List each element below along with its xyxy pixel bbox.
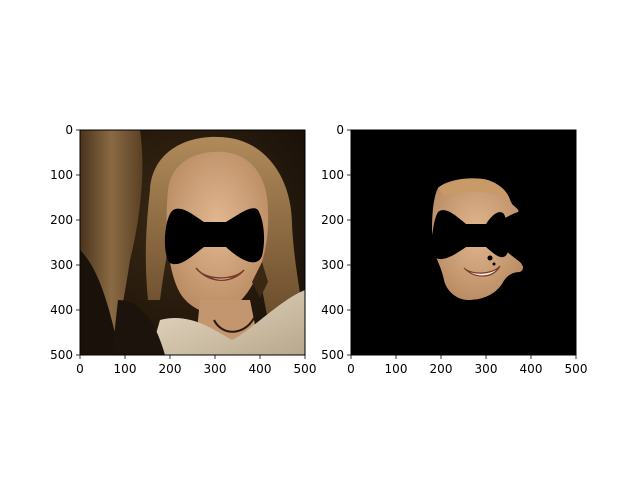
segmented-speck: [487, 255, 493, 261]
right-y-tick-label: 300: [321, 258, 344, 272]
left-x-tick-label: 200: [159, 362, 182, 376]
earring: [252, 262, 268, 298]
segmented-speck: [492, 262, 496, 266]
left-y-tick-label: 400: [50, 303, 73, 317]
segmented-bowtie-mask: [432, 210, 509, 260]
right-y-tick-label: 400: [321, 303, 344, 317]
right-x-tick-label: 200: [430, 362, 453, 376]
smile: [195, 267, 245, 281]
left-x-tick-label: 300: [204, 362, 227, 376]
segmented-smile: [463, 265, 501, 277]
left-x-tick-label: 100: [114, 362, 137, 376]
bowtie-mask: [164, 208, 265, 265]
right-x-tick-label: 0: [347, 362, 355, 376]
woman-shirt: [150, 290, 305, 355]
dark-jacket: [112, 300, 165, 355]
left-y-tick-label: 200: [50, 213, 73, 227]
left-person-dark: [80, 250, 120, 355]
right-y-tick-label: 500: [321, 348, 344, 362]
necklace: [213, 317, 255, 333]
left-x-tick-label: 0: [76, 362, 84, 376]
left-y-tick-label: 300: [50, 258, 73, 272]
segmented-hairline: [438, 178, 510, 200]
right-x-tick-label: 500: [565, 362, 588, 376]
left-x-tick-label: 500: [294, 362, 317, 376]
right-axes-frame: [350, 129, 577, 356]
right-y-tick-label: 100: [321, 168, 344, 182]
left-x-tick-label: 400: [249, 362, 272, 376]
right-y-tick-label: 200: [321, 213, 344, 227]
right-x-tick-label: 100: [385, 362, 408, 376]
segmented-image: [351, 130, 576, 355]
left-y-tick-label: 0: [65, 123, 73, 137]
right-x-tick-label: 400: [520, 362, 543, 376]
left-y-tick-label: 100: [50, 168, 73, 182]
left-axes-frame: [79, 129, 306, 356]
right-y-tick-label: 0: [336, 123, 344, 137]
original-image: [80, 130, 305, 355]
right-x-tick-label: 300: [475, 362, 498, 376]
left-y-tick-label: 500: [50, 348, 73, 362]
